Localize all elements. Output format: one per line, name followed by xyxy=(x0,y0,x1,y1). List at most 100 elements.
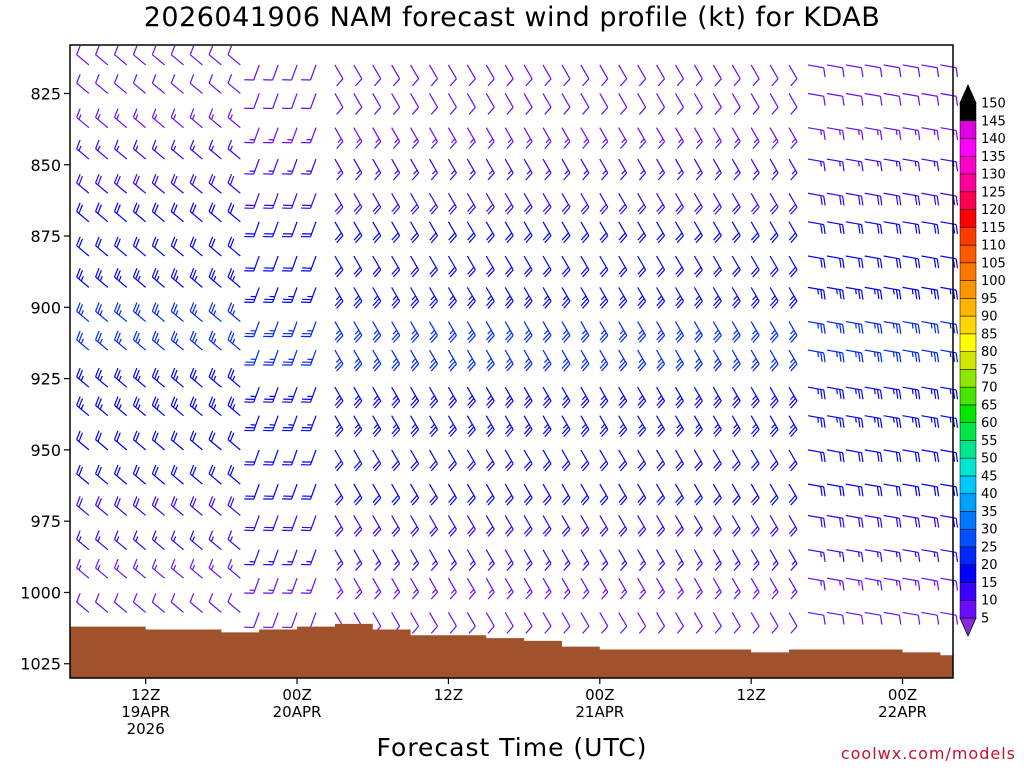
wind-barb xyxy=(391,577,401,600)
wind-barb xyxy=(76,139,90,160)
plot-border xyxy=(69,44,954,679)
wind-barb xyxy=(599,415,609,438)
wind-barb xyxy=(618,64,628,87)
wind-barb xyxy=(902,221,921,235)
wind-barb xyxy=(731,612,741,634)
wind-barb xyxy=(301,193,317,209)
wind-barb xyxy=(301,93,317,110)
wind-barb xyxy=(372,415,382,438)
wind-barb xyxy=(113,302,128,323)
wind-barb xyxy=(712,192,722,215)
wind-barb xyxy=(902,611,921,625)
wind-barb xyxy=(113,173,128,194)
wind-barb xyxy=(76,108,90,129)
wind-barb xyxy=(447,287,457,309)
wind-barb xyxy=(76,464,90,485)
wind-barb xyxy=(921,514,940,528)
wind-barb xyxy=(561,515,571,537)
wind-barb xyxy=(504,192,514,215)
wind-barb xyxy=(113,396,128,417)
y-tick-label: 825 xyxy=(30,84,61,103)
wind-barb xyxy=(864,192,883,206)
wind-barb xyxy=(807,92,826,106)
wind-barb xyxy=(263,64,279,81)
wind-barb xyxy=(95,268,109,288)
plot-frame xyxy=(69,44,954,679)
wind-barb xyxy=(618,192,628,215)
wind-barb xyxy=(523,449,533,472)
wind-barb xyxy=(372,127,382,150)
wind-barb xyxy=(95,430,109,451)
wind-barb xyxy=(902,483,921,497)
wind-barb xyxy=(485,549,495,572)
wind-barb xyxy=(731,577,741,600)
wind-barb xyxy=(788,287,798,309)
wind-barb xyxy=(845,611,864,625)
wind-barb xyxy=(618,158,628,181)
colorbar-segment xyxy=(959,351,977,370)
wind-barb xyxy=(301,415,317,432)
wind-barb xyxy=(504,515,514,537)
source-credit[interactable]: coolwx.com/models xyxy=(840,744,1016,763)
wind-barb xyxy=(674,221,685,244)
wind-barb xyxy=(561,93,571,115)
wind-barb xyxy=(447,549,457,572)
wind-barb xyxy=(151,367,165,388)
wind-barb xyxy=(883,415,902,428)
wind-barb xyxy=(263,321,279,338)
wind-barb xyxy=(485,158,495,181)
wind-barb xyxy=(656,549,666,572)
wind-barb xyxy=(372,483,382,506)
wind-barb xyxy=(391,255,401,278)
wind-barb xyxy=(76,74,90,94)
colorbar-segment xyxy=(959,244,977,264)
wind-barb xyxy=(76,202,90,223)
wind-barb xyxy=(189,430,203,451)
colorbar-label: 60 xyxy=(981,416,998,431)
wind-barb xyxy=(353,158,363,181)
x-tick-label: 20APR xyxy=(273,703,322,721)
wind-barb xyxy=(301,158,317,175)
wind-barb xyxy=(599,449,609,472)
wind-barb xyxy=(712,515,722,537)
wind-barb xyxy=(391,449,401,472)
wind-barb xyxy=(902,320,921,334)
wind-barb xyxy=(244,415,260,432)
wind-barb xyxy=(674,192,685,215)
colorbar-label: 10 xyxy=(981,594,998,609)
wind-barb xyxy=(244,549,260,566)
wind-barb xyxy=(263,577,279,594)
wind-barb xyxy=(561,321,571,343)
wind-barb xyxy=(410,349,420,372)
wind-barb xyxy=(902,449,921,463)
wind-barb xyxy=(788,93,798,115)
wind-barb xyxy=(208,496,222,516)
wind-barb xyxy=(580,577,590,600)
wind-barb xyxy=(263,415,279,432)
wind-barb xyxy=(170,530,184,551)
wind-barb xyxy=(807,127,826,140)
wind-barb xyxy=(921,349,940,363)
y-tick-label: 950 xyxy=(30,441,61,460)
wind-barb xyxy=(921,158,940,172)
wind-barb xyxy=(599,221,609,244)
wind-barb xyxy=(769,192,779,215)
wind-barb xyxy=(76,302,90,323)
wind-barb xyxy=(826,549,845,562)
wind-barb xyxy=(334,415,344,438)
wind-barb xyxy=(618,127,628,150)
wind-barb xyxy=(731,287,741,309)
wind-barb xyxy=(769,612,779,634)
wind-barb xyxy=(391,192,401,215)
wind-barb xyxy=(353,577,363,600)
x-tick-label: 2026 xyxy=(127,720,165,738)
wind-barb xyxy=(693,483,703,506)
wind-barb xyxy=(208,367,222,388)
wind-barb xyxy=(599,483,609,506)
wind-barb xyxy=(113,139,128,160)
wind-barb xyxy=(637,449,647,472)
wind-barb xyxy=(807,483,826,497)
wind-barb xyxy=(712,221,722,244)
wind-barb xyxy=(334,287,344,309)
wind-barb xyxy=(769,158,779,181)
